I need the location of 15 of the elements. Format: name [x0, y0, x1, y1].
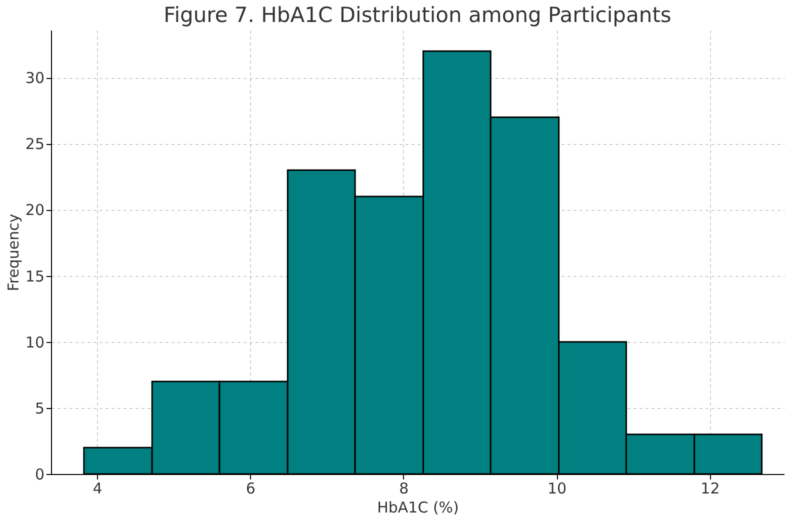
x-tick-label: 10: [547, 480, 567, 498]
y-tick-label: 25: [25, 135, 44, 154]
x-tick-label: 6: [246, 480, 256, 498]
y-tick-label: 0: [34, 466, 44, 484]
y-tick-label: 10: [25, 333, 44, 352]
y-tick-label: 5: [34, 399, 44, 418]
x-axis-title: HbA1C (%): [377, 498, 459, 516]
y-axis-title: Frequency: [4, 214, 22, 292]
y-tick-label: 30: [25, 69, 44, 88]
x-tick-label: 12: [700, 480, 720, 498]
y-tick-label: 20: [25, 201, 44, 220]
x-tick-label: 8: [399, 480, 409, 498]
x-tick-label: 4: [92, 480, 102, 498]
y-tick-label: 15: [25, 267, 44, 286]
chart-title: Figure 7. HbA1C Distribution among Participants: [164, 3, 672, 27]
